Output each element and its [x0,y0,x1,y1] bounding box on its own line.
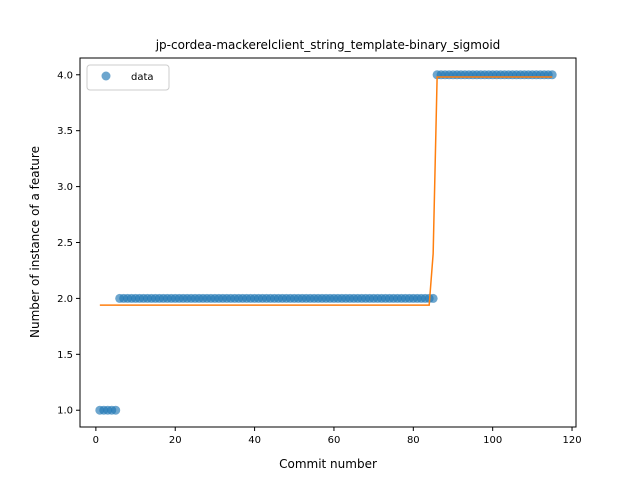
plot-area [95,70,557,415]
legend-label-data: data [131,72,154,83]
x-tick-label: 40 [248,435,261,446]
legend-marker-data [101,71,111,81]
fit-line [99,76,553,306]
chart-title: jp-cordea-mackerelclient_string_template… [155,38,501,52]
data-point [547,70,557,80]
axis-ticks: 0 20 40 60 80 100 120 1.0 1.5 2.0 2.5 3.0 3.5 4.0 [57,70,581,446]
data-point [428,293,438,303]
y-tick-label: 4.0 [57,70,73,81]
x-axis-label: Commit number [279,457,377,471]
x-tick-label: 100 [483,435,502,446]
legend-box [86,64,170,91]
y-tick-label: 1.0 [57,406,73,417]
x-tick-label: 60 [328,435,341,446]
x-tick-label: 0 [93,435,99,446]
y-tick-label: 1.5 [57,350,73,361]
y-tick-label: 3.0 [57,182,73,193]
y-tick-label: 2.0 [57,294,73,305]
y-tick-label: 3.5 [57,126,73,137]
x-tick-label: 120 [562,435,581,446]
data-point [111,405,121,415]
x-tick-label: 20 [169,435,182,446]
legend: data [86,64,170,91]
y-axis-label: Number of instance of a feature [28,146,42,338]
y-tick-label: 2.5 [57,238,73,249]
x-tick-label: 80 [407,435,420,446]
